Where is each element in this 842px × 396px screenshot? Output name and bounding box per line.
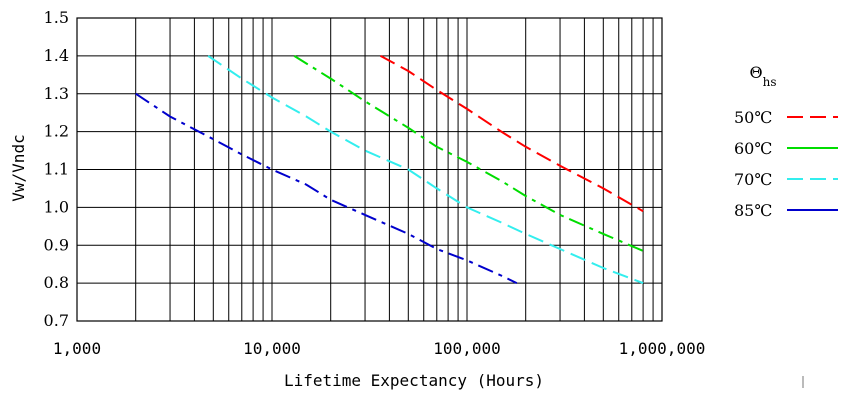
legend-title-main: Θ <box>749 63 762 82</box>
frame-layer <box>76 17 663 322</box>
x-axis-label: Lifetime Expectancy (Hours) <box>284 371 544 390</box>
legend-label: 50℃ <box>734 108 772 127</box>
series-line <box>380 55 644 213</box>
legend-label: 60℃ <box>734 139 772 158</box>
series-layer <box>135 55 644 285</box>
y-tick-label: 0.9 <box>44 235 69 254</box>
y-tick-label: 1.2 <box>44 122 69 141</box>
series-line <box>207 55 644 285</box>
y-tick-label: 0.7 <box>44 311 69 330</box>
y-tick-label: 0.8 <box>44 273 69 292</box>
x-tick-label: 100,000 <box>433 339 500 358</box>
series-line <box>293 55 644 252</box>
y-tick-label: 1.0 <box>44 197 69 216</box>
legend: Θhs 50℃ 60℃ 70℃ 85℃ <box>734 63 838 220</box>
legend-label: 70℃ <box>734 170 772 189</box>
plot-frame <box>76 17 663 322</box>
y-tick-labels: 0.7 0.8 0.9 1.0 1.1 1.2 1.3 1.4 1.5 <box>44 8 69 330</box>
legend-label: 85℃ <box>734 201 772 220</box>
x-tick-labels: 1,000 10,000 100,000 1,000,000 <box>53 339 705 358</box>
x-tick-label: 1,000 <box>53 339 101 358</box>
x-tick-label: 1,000,000 <box>619 339 706 358</box>
x-tick-label: 10,000 <box>243 339 301 358</box>
y-tick-label: 1.4 <box>44 46 69 65</box>
series-line <box>135 92 518 285</box>
y-axis-label: Vw/Vndc <box>9 134 28 201</box>
y-tick-label: 1.3 <box>44 84 69 103</box>
legend-title: Θhs <box>749 63 776 89</box>
y-tick-label: 1.5 <box>44 8 69 27</box>
grid-layer <box>77 17 662 322</box>
y-tick-label: 1.1 <box>44 160 69 179</box>
legend-title-sub: hs <box>763 75 777 89</box>
